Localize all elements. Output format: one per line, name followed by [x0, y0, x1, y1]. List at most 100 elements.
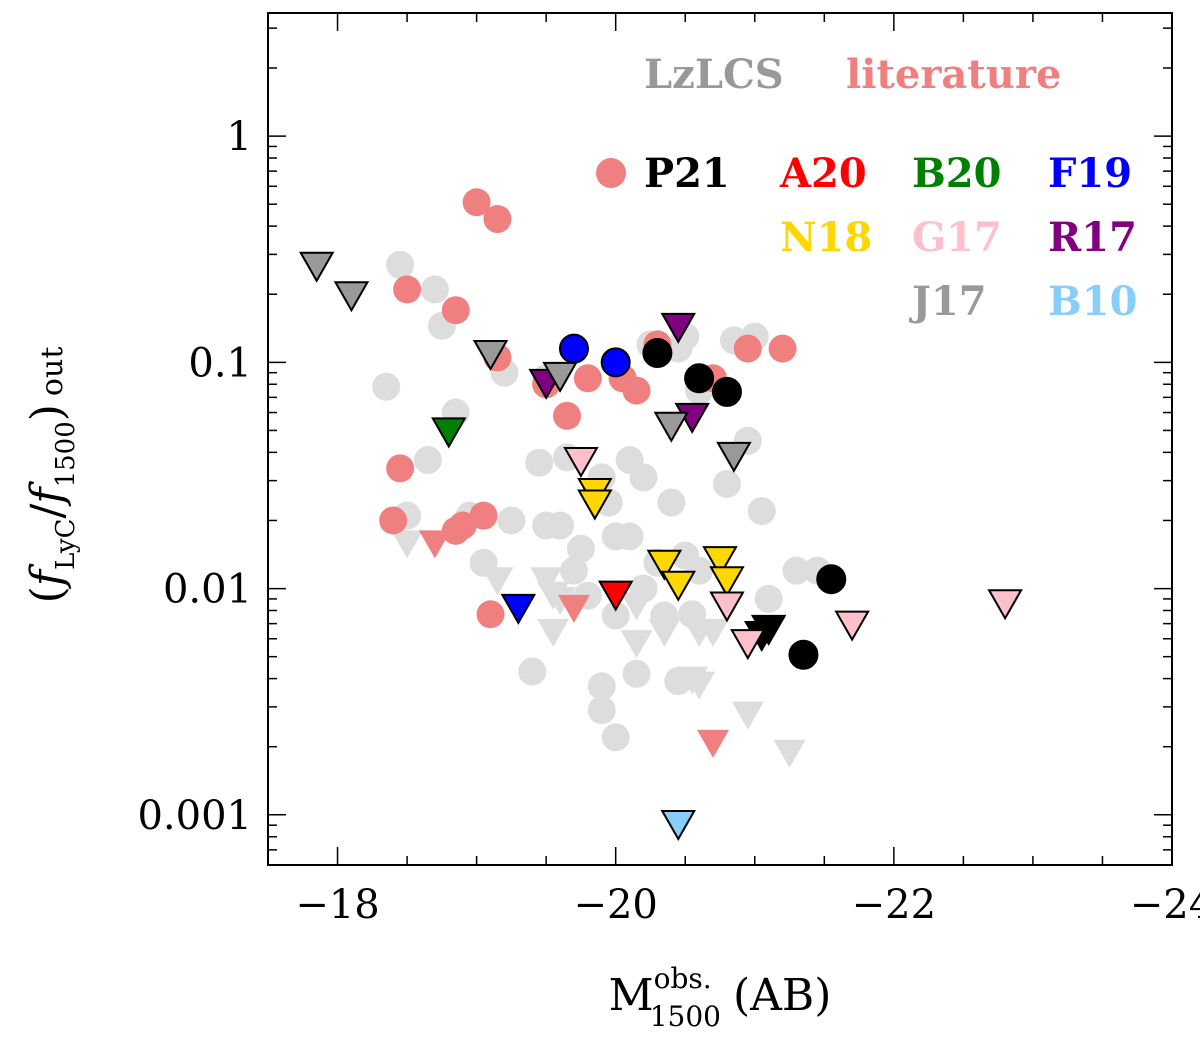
- data-point: [597, 580, 634, 612]
- data-point: [441, 296, 470, 325]
- data-point: [684, 363, 715, 394]
- x-tick-label: −20: [573, 882, 657, 928]
- group-label-lzlcs: LzLCS: [644, 51, 784, 98]
- data-point: [733, 334, 762, 363]
- data-point: [469, 501, 498, 530]
- data-point: [333, 281, 370, 313]
- data-point: [497, 506, 526, 535]
- data-point: [660, 312, 697, 344]
- data-point: [525, 448, 554, 477]
- data-point: [782, 556, 811, 585]
- data-point: [448, 511, 477, 540]
- data-point: [709, 591, 745, 623]
- data-point: [298, 251, 335, 283]
- data-point: [622, 376, 651, 405]
- data-point: [553, 401, 582, 430]
- data-point: [500, 593, 537, 625]
- data-point: [537, 618, 570, 647]
- series-n18: [577, 477, 745, 602]
- data-point: [731, 701, 764, 730]
- series-p21: [642, 337, 847, 670]
- data-point: [587, 672, 616, 701]
- legend-marker-p21: [596, 158, 626, 188]
- data-point: [642, 337, 673, 368]
- data-point: [660, 570, 697, 602]
- plot-frame: [267, 12, 1173, 866]
- series-r17: [528, 312, 710, 434]
- data-point: [386, 250, 415, 279]
- data-point: [646, 549, 683, 581]
- data-point: [648, 618, 681, 647]
- x-tick-label: −24: [1130, 882, 1200, 928]
- data-point: [987, 589, 1023, 621]
- data-point: [518, 657, 547, 686]
- data-point: [730, 629, 766, 661]
- data-point: [573, 364, 602, 393]
- legend-entry-n18: N18: [780, 214, 872, 261]
- data-point: [413, 446, 442, 475]
- data-point: [683, 671, 716, 700]
- data-point: [702, 546, 738, 578]
- group-label-literature: literature: [846, 51, 1061, 98]
- series-g17: [563, 447, 1023, 661]
- data-point: [557, 594, 590, 623]
- data-point: [697, 618, 730, 647]
- data-point: [629, 463, 658, 492]
- data-point: [587, 696, 616, 725]
- data-point: [685, 556, 714, 585]
- series-f19: [558, 333, 631, 378]
- data-point: [483, 205, 512, 234]
- data-point: [620, 592, 653, 621]
- data-point: [653, 411, 690, 443]
- data-point: [393, 275, 422, 304]
- data-point: [558, 333, 589, 364]
- data-point: [660, 810, 697, 842]
- legend: LzLCS literature P21 A20 B20 F19 N18 G17 R17 J17 B…: [596, 51, 1137, 325]
- data-point: [601, 723, 630, 752]
- legend-entry-p21: P21: [644, 150, 730, 197]
- y-tick-label: 0.001: [137, 793, 252, 839]
- y-axis-label: (fLyC/f1500)out: [22, 347, 81, 604]
- legend-entry-a20: A20: [779, 150, 867, 197]
- data-point: [768, 334, 797, 363]
- data-point: [834, 610, 870, 642]
- series-b20: [431, 417, 467, 449]
- series-f19-upper-limits: [500, 593, 537, 625]
- data-point: [600, 347, 631, 378]
- data-point: [472, 339, 509, 371]
- legend-entry-r17: R17: [1048, 214, 1137, 261]
- tick-labels: −18 −20 −22 −24 0.001 0.01 0.1 1: [137, 114, 1200, 928]
- y-tick-label: 0.01: [163, 567, 252, 613]
- series-literature-upper-limits-coral-: [418, 530, 730, 758]
- data-point: [542, 361, 578, 393]
- data-point: [566, 534, 595, 563]
- series-a20: [597, 580, 634, 612]
- data-point: [431, 417, 467, 449]
- data-point: [418, 530, 451, 559]
- data-point: [711, 376, 742, 407]
- data-point: [481, 567, 514, 596]
- legend-entry-f19: F19: [1048, 150, 1132, 197]
- data-point: [712, 469, 741, 498]
- data-point: [697, 729, 730, 758]
- series-b10: [660, 810, 697, 842]
- series-j17: [298, 251, 752, 473]
- data-point: [657, 488, 686, 517]
- data-point: [546, 511, 575, 540]
- data-point: [530, 567, 563, 596]
- data-point: [372, 372, 401, 401]
- x-tick-label: −22: [852, 882, 936, 928]
- data-point: [563, 447, 599, 479]
- data-point: [773, 739, 806, 768]
- y-tick-label: 0.1: [188, 340, 252, 386]
- axis-ticks: [268, 13, 1173, 866]
- data-point: [462, 188, 491, 217]
- data-point: [747, 497, 776, 526]
- data-point: [391, 530, 424, 559]
- data-point: [816, 564, 847, 595]
- data-point: [615, 522, 644, 551]
- data-point: [386, 454, 415, 483]
- data-point: [716, 441, 752, 473]
- data-point: [622, 659, 651, 688]
